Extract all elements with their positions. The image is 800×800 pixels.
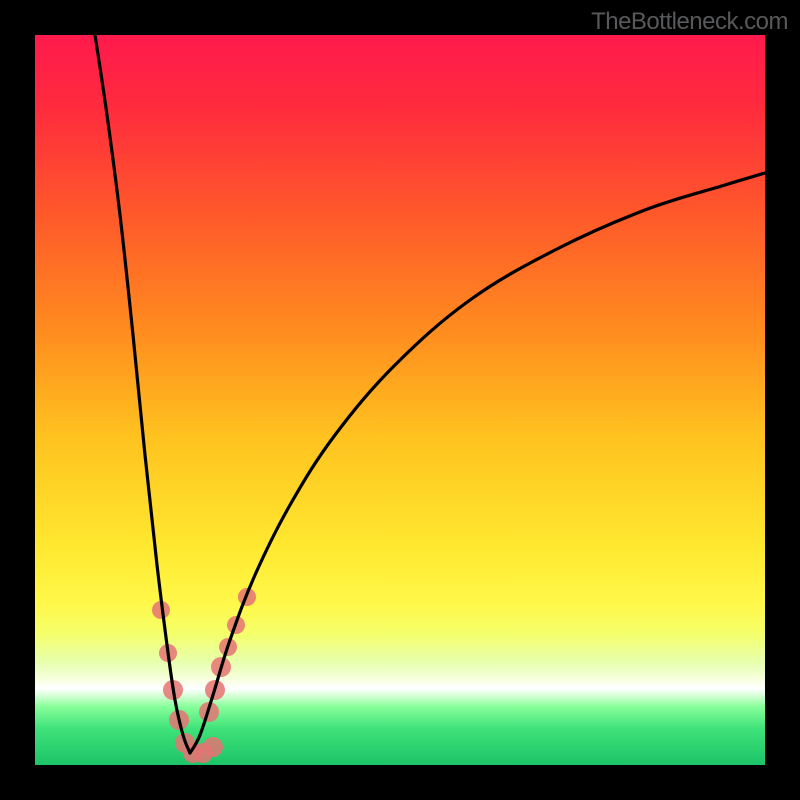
bottleneck-curve-svg — [35, 35, 765, 765]
curve-left-branch — [95, 35, 190, 753]
plot-area — [35, 35, 765, 765]
watermark-text: TheBottleneck.com — [591, 8, 788, 36]
curve-right-branch — [190, 173, 765, 753]
chart-frame: TheBottleneck.com — [0, 0, 800, 800]
data-marker — [203, 737, 223, 757]
